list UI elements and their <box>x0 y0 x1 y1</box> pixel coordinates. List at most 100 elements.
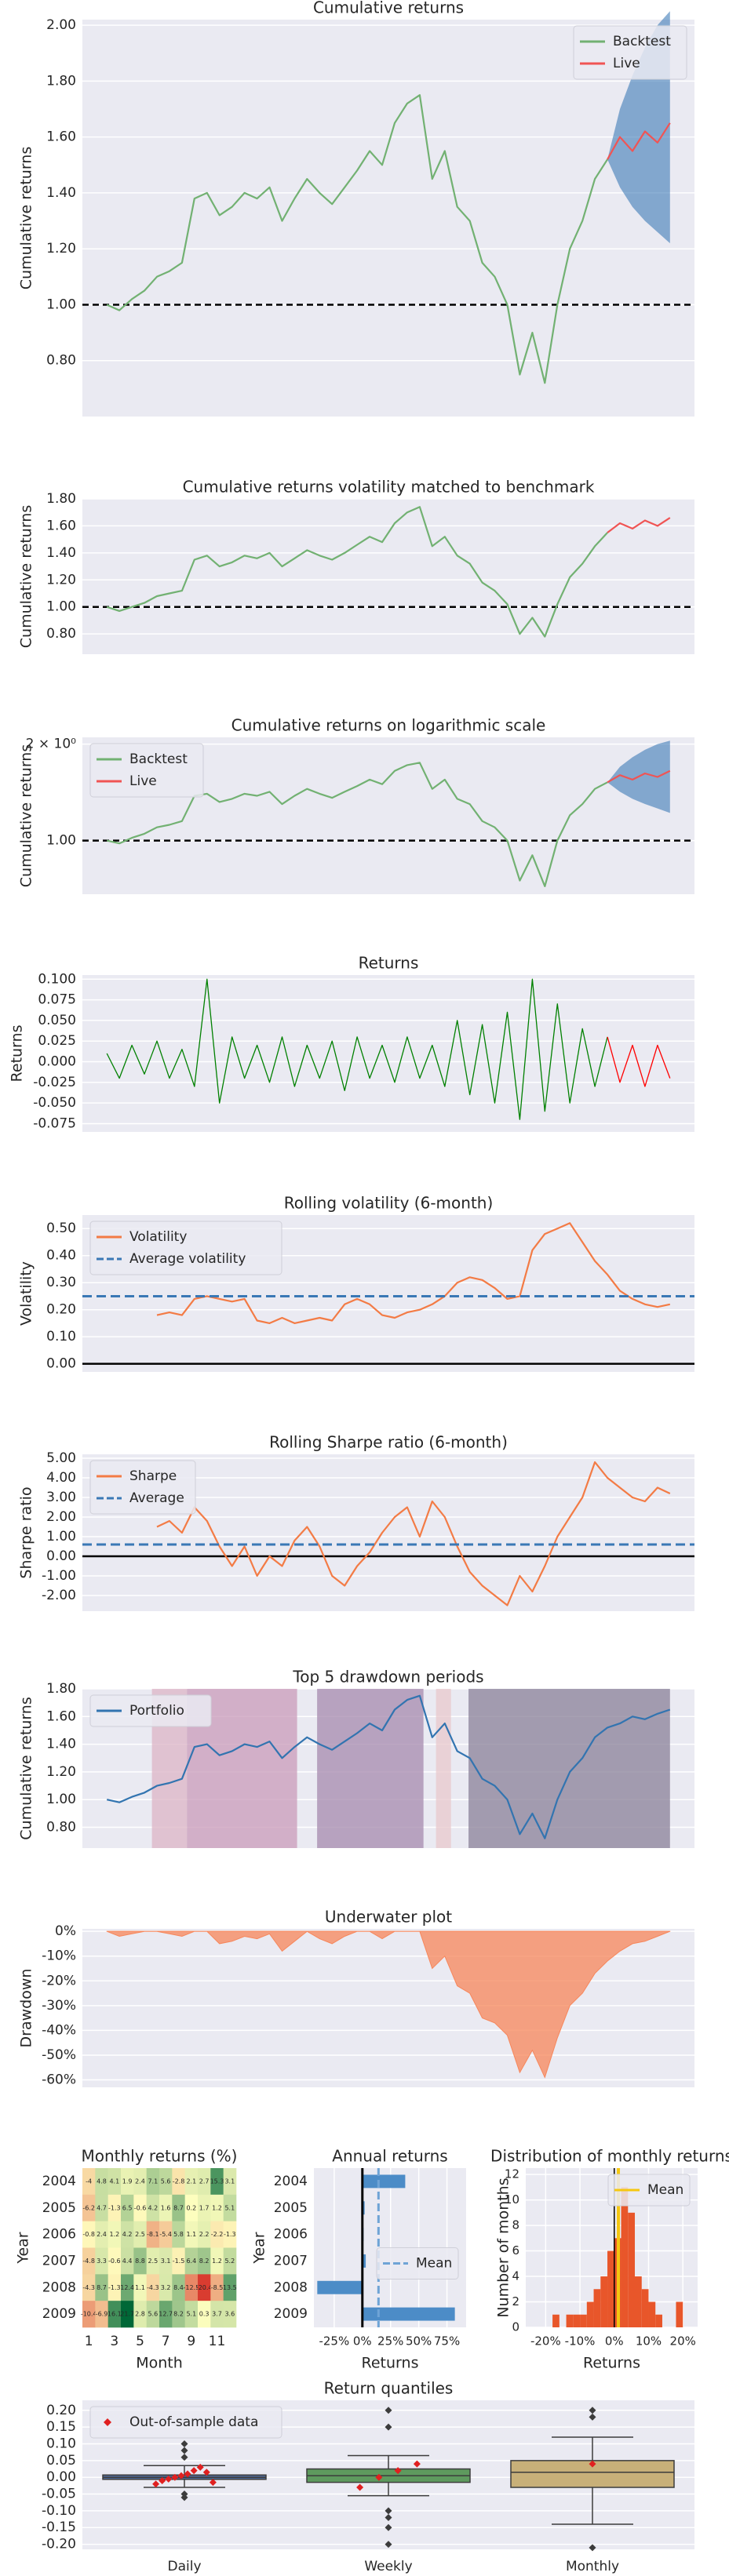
cell-value: 13.5 <box>223 2284 237 2291</box>
heatmap-cell <box>184 2194 199 2221</box>
cell-value: 3.6 <box>224 2311 235 2318</box>
heatmap-cell <box>223 2194 237 2221</box>
drawdown-period <box>436 1689 451 1848</box>
heatmap-cell <box>198 2194 211 2221</box>
out-of-sample-point <box>394 2467 402 2475</box>
legend-label: Live <box>129 773 157 789</box>
heatmap-cell <box>95 2168 108 2196</box>
series-line <box>106 94 609 384</box>
y-tick-label: 1.20 <box>46 1764 76 1780</box>
legend-label: Backtest <box>613 34 671 49</box>
y-tick-label: 10 <box>505 2192 519 2207</box>
heatmap-cell <box>210 2194 224 2221</box>
cell-value: 2.7 <box>199 2178 210 2185</box>
histogram-bar <box>648 2301 656 2327</box>
y-tick-label: 1.80 <box>46 491 76 507</box>
legend-box <box>89 743 204 798</box>
cell-value: -8.5 <box>211 2284 224 2291</box>
legend-label: Volatility <box>129 1229 187 1245</box>
y-axis-label: Cumulative returns <box>18 744 35 887</box>
cell-value: -20.4 <box>196 2284 213 2291</box>
legend-label: Backtest <box>129 751 188 767</box>
x-tick-label: 10% <box>636 2334 662 2349</box>
cell-value: 4.8 <box>97 2178 107 2185</box>
heatmap-cell <box>210 2274 224 2301</box>
histogram-bar <box>655 2314 662 2327</box>
heatmap-cell <box>172 2168 185 2196</box>
cell-value: 5.1 <box>224 2204 235 2211</box>
drawdown-period <box>317 1689 424 1848</box>
cell-value: 4.2 <box>122 2231 133 2238</box>
heatmap-cell <box>159 2247 173 2275</box>
bar <box>362 2254 366 2268</box>
histogram-bar <box>573 2314 581 2327</box>
y-tick-label: 2.00 <box>46 17 76 33</box>
y-tick-label: -0.10 <box>42 2503 76 2519</box>
out-of-sample-point <box>165 2475 173 2483</box>
heatmap-cell <box>121 2221 134 2248</box>
bar <box>362 2307 455 2321</box>
heatmap-cell <box>198 2301 211 2328</box>
heatmap-cell <box>95 2247 108 2275</box>
y-tick-label: 0.15 <box>46 2419 76 2435</box>
cell-value: -1.5 <box>173 2258 185 2265</box>
cell-value: -0.6 <box>108 2258 121 2265</box>
heatmap-cell <box>198 2274 211 2301</box>
cell-value: -1.3 <box>224 2231 236 2238</box>
y-tick-label: 2007 <box>274 2253 308 2269</box>
cell-value: 2.5 <box>148 2258 158 2265</box>
y-tick-label: -60% <box>42 2072 76 2088</box>
x-tick-label: 0% <box>353 2334 372 2349</box>
flier <box>180 2440 188 2448</box>
heatmap-cell <box>172 2221 185 2248</box>
chart-title: Annual returns <box>332 2147 447 2166</box>
heatmap-cell <box>210 2247 224 2275</box>
y-tick-label: 0.80 <box>46 626 76 642</box>
y-tick-label: 0.10 <box>46 1329 76 1344</box>
cell-value: 1.1 <box>135 2284 145 2291</box>
cell-value: 12.7 <box>159 2311 173 2318</box>
heatmap-cell <box>184 2221 199 2248</box>
out-of-sample-point <box>202 2469 210 2476</box>
cell-value: 4.4 <box>122 2258 133 2265</box>
cell-value: 3.1 <box>161 2258 171 2265</box>
y-tick-label: 1.60 <box>46 1708 76 1724</box>
cell-value: 8.7 <box>173 2204 184 2211</box>
y-tick-label: -40% <box>42 2022 76 2038</box>
y-tick-label: 1.00 <box>46 833 76 849</box>
histogram-bar <box>607 2250 614 2327</box>
out-of-sample-point <box>375 2473 383 2481</box>
cell-value: 5.6 <box>161 2178 171 2185</box>
flier <box>180 2454 188 2461</box>
flier <box>385 2423 392 2431</box>
x-tick-label: 0% <box>605 2334 624 2349</box>
cell-value: 0.3 <box>199 2311 210 2318</box>
x-tick-label: 20% <box>670 2334 696 2349</box>
legend-label: Average <box>129 1490 184 1506</box>
heatmap-cell <box>198 2247 211 2275</box>
y-axis-label: Sharpe ratio <box>18 1486 35 1578</box>
x-tick-label: -10% <box>565 2334 596 2349</box>
y-tick-label: 1.40 <box>46 1737 76 1752</box>
cell-value: 3.1 <box>224 2178 235 2185</box>
heatmap-cell <box>172 2247 185 2275</box>
cell-value: -12.5 <box>183 2284 199 2291</box>
cell-value: -1.3 <box>108 2284 121 2291</box>
bar <box>317 2280 363 2294</box>
out-of-sample-point <box>413 2460 421 2468</box>
series-line <box>607 122 671 160</box>
x-tick-label: 7 <box>162 2334 170 2349</box>
x-tick-label: 9 <box>187 2334 195 2349</box>
drawdown-period <box>468 1689 670 1848</box>
heatmap-cell <box>146 2194 160 2221</box>
cell-value: -6.2 <box>82 2204 95 2211</box>
y-tick-label: 1.00 <box>46 1529 76 1545</box>
cell-value: 2.1 <box>186 2178 196 2185</box>
y-tick-label: 0.00 <box>46 1548 76 1564</box>
y-tick-label: 2006 <box>274 2227 308 2243</box>
y-axis-label: Year <box>251 2232 268 2264</box>
y-tick-label: 6 <box>512 2243 519 2258</box>
histogram-bar <box>580 2314 587 2327</box>
y-tick-label: 8 <box>512 2218 519 2232</box>
cell-value: -2.2 <box>211 2231 224 2238</box>
